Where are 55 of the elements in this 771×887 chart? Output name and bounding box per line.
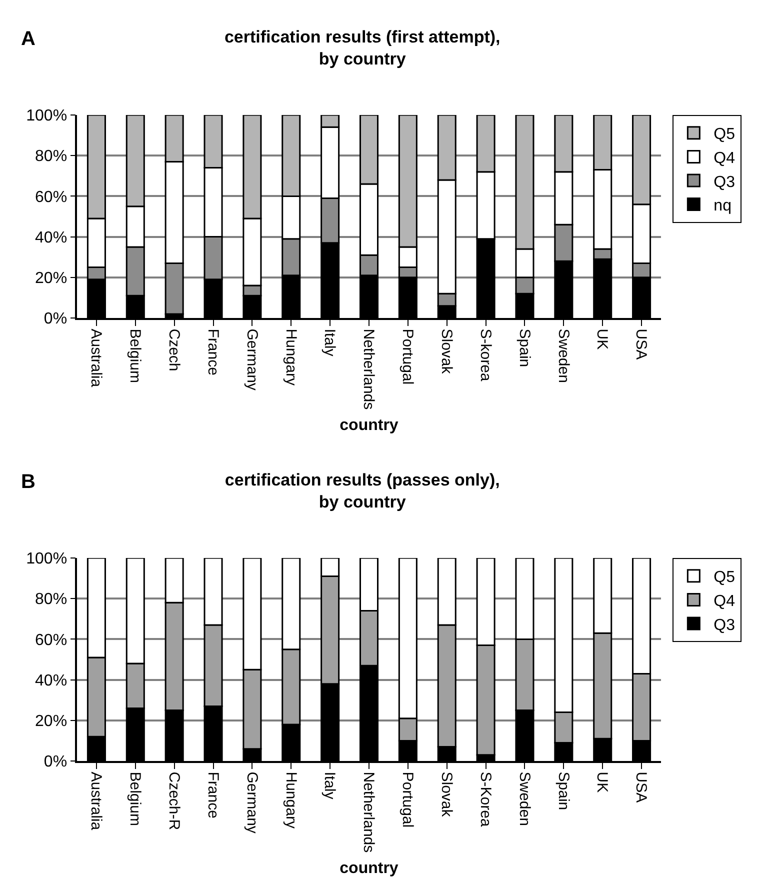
x-tick-label: Hungary bbox=[282, 772, 300, 829]
x-tick-label: UK bbox=[594, 328, 611, 350]
y-tick-label: 40% bbox=[35, 672, 68, 690]
x-tick-label: Netherlands bbox=[360, 772, 378, 853]
legend-label: Q5 bbox=[714, 569, 736, 586]
y-tick-label: 100% bbox=[26, 550, 68, 568]
x-tick-label: Germany bbox=[243, 328, 260, 391]
legend-label: nq bbox=[714, 198, 732, 215]
x-tick-label: France bbox=[204, 772, 222, 818]
x-tick-label: Australia bbox=[88, 328, 105, 388]
x-tick-label: Sweden bbox=[554, 328, 572, 383]
y-tick-label: 20% bbox=[35, 270, 68, 287]
x-axis-title: country bbox=[340, 860, 398, 877]
x-tick-label: Belgium bbox=[126, 328, 144, 383]
legend-label: Q4 bbox=[714, 150, 736, 167]
x-tick-label: Portugal bbox=[399, 328, 416, 385]
x-tick-label: Slovak bbox=[438, 328, 455, 374]
x-tick-label: USA bbox=[632, 328, 650, 360]
x-tick-label: Portugal bbox=[399, 772, 416, 828]
x-tick-label: Czech-R bbox=[165, 772, 182, 830]
x-tick-label: USA bbox=[632, 772, 650, 803]
x-tick-label: Spain bbox=[554, 772, 572, 810]
x-tick-label: Spain bbox=[516, 328, 533, 368]
y-tick-label: 20% bbox=[35, 713, 68, 730]
x-tick-label: Hungary bbox=[282, 328, 300, 386]
legend-label: Q3 bbox=[714, 616, 736, 634]
x-tick-label: UK bbox=[594, 772, 611, 793]
y-tick-label: 0% bbox=[44, 754, 68, 771]
x-tick-label: Italy bbox=[321, 772, 338, 800]
text: A bbox=[21, 28, 36, 50]
text: B bbox=[21, 471, 36, 493]
x-tick-label: Italy bbox=[321, 328, 338, 357]
x-tick-label: Netherlands bbox=[360, 328, 378, 410]
y-tick-label: 0% bbox=[44, 310, 68, 328]
x-tick-label: Sweden bbox=[516, 772, 533, 826]
y-tick-label: 100% bbox=[26, 108, 68, 125]
legend-label: Q5 bbox=[714, 126, 736, 144]
x-tick-label: Slovak bbox=[438, 772, 455, 818]
legend-label: Q3 bbox=[714, 174, 736, 191]
y-tick-label: 60% bbox=[35, 188, 68, 206]
x-tick-label: Australia bbox=[88, 772, 105, 831]
x-axis-title: country bbox=[340, 416, 398, 434]
x-tick-label: Germany bbox=[243, 772, 260, 834]
legend-label: Q4 bbox=[714, 592, 736, 610]
x-tick-label: Czech bbox=[165, 328, 182, 372]
x-tick-label: S-korea bbox=[476, 328, 494, 382]
y-tick-label: 40% bbox=[35, 229, 68, 246]
x-tick-label: France bbox=[204, 328, 222, 376]
y-tick-label: 60% bbox=[35, 632, 68, 649]
x-tick-label: Belgium bbox=[126, 772, 144, 826]
y-tick-label: 80% bbox=[35, 591, 68, 608]
x-tick-label: S-Korea bbox=[476, 772, 494, 828]
chart-title: certification results (first attempt), by country bbox=[224, 28, 500, 69]
y-tick-label: 80% bbox=[35, 148, 68, 166]
chart-title: certification results (passes only), by country bbox=[224, 470, 500, 512]
